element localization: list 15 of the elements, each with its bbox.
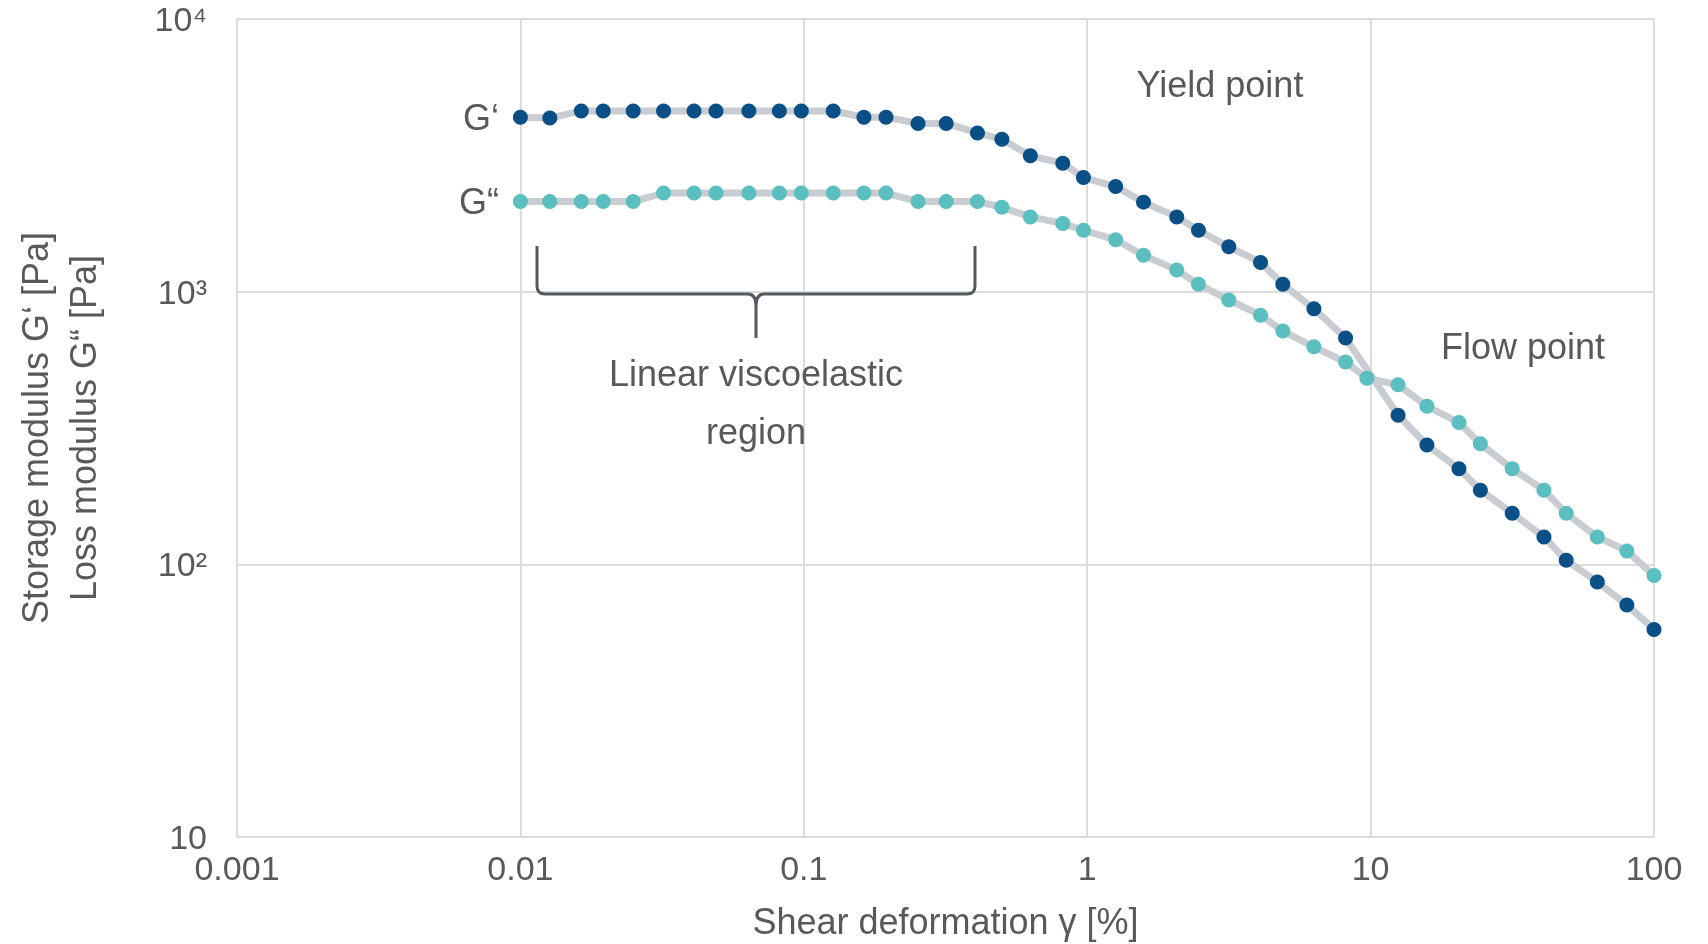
y-axis-title: Storage modulus G‘ [Pa] Loss modulus G“ [Pa]: [14, 231, 104, 625]
annotation: Yield point: [1136, 63, 1304, 105]
x-tick-label: 10: [1351, 849, 1390, 887]
annotation: Linear viscoelastic region: [608, 352, 904, 452]
annotation: Flow point: [1440, 325, 1606, 367]
y-tick-label: 10⁴: [154, 0, 207, 38]
x-tick-label: 1: [1077, 849, 1097, 887]
y-tick-label: 10²: [157, 545, 207, 584]
y-tick-label: 10³: [157, 272, 207, 311]
x-tick-label: 0.01: [487, 849, 554, 887]
x-tick-label: 0.1: [780, 849, 828, 887]
x-axis-title: Shear deformation γ [%]: [752, 900, 1139, 942]
x-tick-label: 100: [1625, 849, 1683, 887]
series-label: G“: [458, 181, 499, 223]
series-label: G‘: [462, 96, 499, 138]
